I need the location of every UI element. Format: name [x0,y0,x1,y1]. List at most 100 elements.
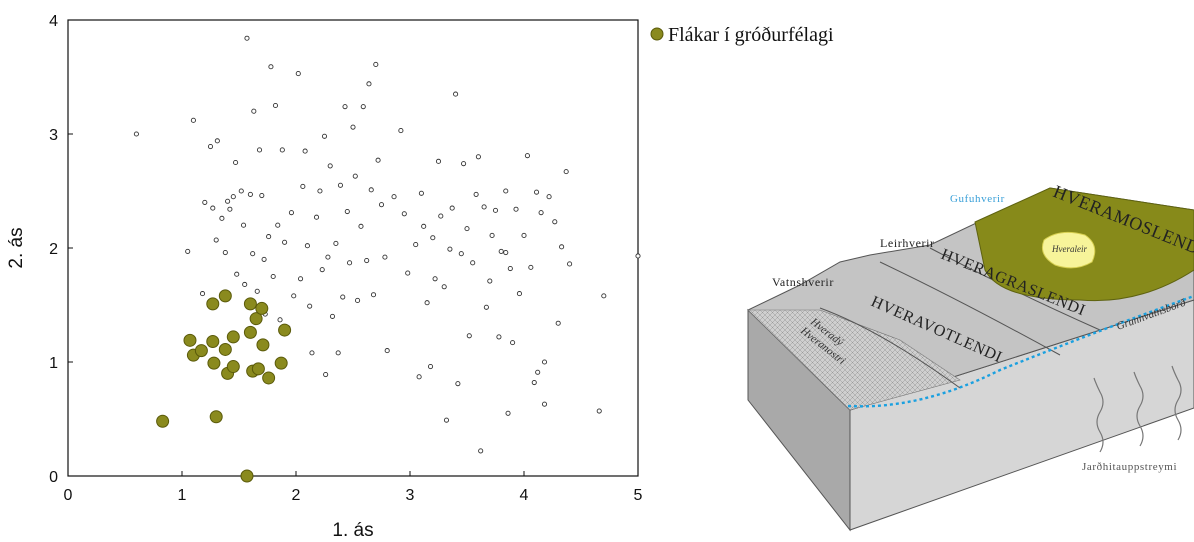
data-point-highlight [207,356,221,370]
data-point-other [478,448,484,454]
data-point-other [234,271,240,277]
upwelling-arrow-2 [1133,371,1144,447]
upwelling-arrows [1093,365,1182,453]
data-point-other [222,250,228,256]
data-point-other [559,244,565,250]
data-point-other [496,334,502,340]
data-point-other [360,104,366,110]
data-point-other [475,154,481,160]
data-point-other [190,117,196,123]
data-point-other [507,265,513,272]
x-tick-label: 4 [520,487,529,504]
data-point-other [233,159,239,166]
data-point-other [635,253,641,259]
data-point-other [535,369,541,375]
data-point-other [443,417,450,423]
tick-labels: 0 1 2 3 4 5 0 1 2 3 4 [49,13,642,504]
data-point-other [355,297,361,303]
data-point-other [413,242,419,248]
data-point-other [317,188,323,194]
hveraleir-patch [1041,231,1096,269]
y-tick-label: 3 [49,127,58,144]
label-vatnshverir: Vatnshverir [772,275,834,289]
data-point-other [298,276,304,282]
data-point-other [214,138,220,144]
data-point-other [266,234,272,240]
data-point-other [323,371,329,378]
label-jardhitauppstreymi: Jarðhitauppstreymi [1082,461,1177,473]
scatter-chart: 0 1 2 3 4 5 0 1 2 3 4 1. ás 2. ás Flákar í gróðurf… [6,13,834,541]
data-point-other [483,304,489,310]
data-point-other [375,157,381,163]
data-point-other [538,210,544,216]
data-point-other [291,293,297,299]
data-point-other [455,381,461,387]
data-point-highlight [243,325,257,339]
data-point-other [347,260,353,266]
data-point-other [601,293,607,299]
data-point-other [259,193,265,199]
data-point-other [418,190,424,196]
data-point-other [449,205,455,211]
data-point-other [350,124,356,130]
hveranostri-zone [747,309,961,411]
data-point-other [238,188,244,194]
data-point-other [325,254,331,260]
data-point-other [352,173,358,179]
y-tick-label: 2 [49,241,58,258]
data-point-other [489,232,495,239]
data-point-other [427,364,434,370]
data-point-other [210,205,216,211]
data-point-other [272,102,279,109]
label-gufuhverir: Gufuhverir [950,193,1005,205]
data-point-other [335,350,341,356]
data-point-other [487,278,493,284]
data-point-other [368,187,374,193]
points-highlight-group [156,289,292,483]
data-point-other [401,211,407,217]
axis-ticks [67,19,639,477]
data-point-other [473,191,479,197]
data-point-other [230,194,236,200]
data-point-highlight [255,301,269,315]
data-point-other [213,237,219,243]
data-point-highlight [206,297,220,311]
data-point-other [447,246,453,252]
data-point-other [424,300,430,306]
data-point-other [202,199,208,205]
data-point-highlight [243,297,257,311]
data-point-other [416,374,422,380]
hot-spring-block-diagram: Gufuhverir Leirhverir Vatnshverir HVERAM… [747,181,1194,532]
data-point-other [247,191,253,197]
x-tick-label: 5 [634,487,643,504]
data-point-other [513,206,519,212]
data-point-other [313,214,320,220]
y-tick-label: 0 [49,469,58,486]
data-point-other [552,219,558,225]
data-point-other [541,401,548,407]
x-tick-label: 2 [292,487,301,504]
data-point-highlight [206,334,220,348]
data-point-other [337,182,344,188]
data-point-other [405,270,411,276]
zone-boundary-2 [879,261,1061,356]
data-point-other [227,206,233,212]
data-point-highlight [209,410,223,424]
data-point-other [251,108,257,114]
data-point-other [596,408,602,414]
data-point-other [219,215,225,221]
data-point-other [421,223,427,229]
legend-label: Flákar í gróðurfélagi [668,24,834,46]
x-axis-label: 1. ás [332,520,373,541]
data-point-other [309,350,315,356]
data-point-other [510,340,516,346]
data-point-other [555,320,561,326]
data-point-other [185,248,191,254]
data-point-other [256,147,263,153]
data-point-other [225,198,231,204]
data-point-other [270,273,276,280]
data-point-other [498,248,504,254]
data-point-other [358,223,364,229]
data-point-other [461,161,467,167]
data-point-other [505,410,511,416]
